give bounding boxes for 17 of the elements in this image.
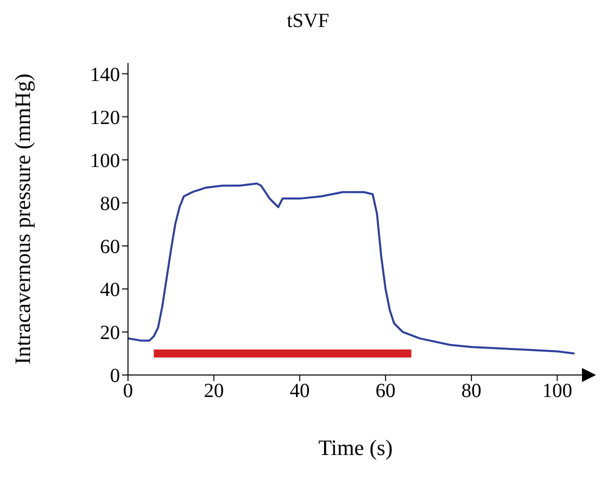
y-tick-label: 60 bbox=[100, 236, 120, 258]
y-tick-label: 120 bbox=[90, 106, 120, 129]
line-series bbox=[128, 182, 576, 354]
x-tick-label: 60 bbox=[376, 380, 396, 402]
y-tick-label: 80 bbox=[100, 192, 120, 215]
y-tick-label: 0 bbox=[110, 365, 120, 388]
y-tick-label: 140 bbox=[90, 64, 120, 86]
y-tick-label: 100 bbox=[90, 150, 120, 172]
x-tick-label: 40 bbox=[290, 380, 310, 402]
x-tick-label: 80 bbox=[461, 380, 482, 402]
y-axis-title: Intracavernous pressure (mmHg) bbox=[10, 74, 35, 364]
y-tick-label: 20 bbox=[100, 322, 120, 344]
chart-title: tSVF bbox=[286, 10, 330, 33]
y-tick-label: 40 bbox=[100, 279, 120, 302]
x-tick-label: 20 bbox=[204, 380, 224, 402]
x-tick-label: 100 bbox=[542, 380, 572, 402]
x-axis-title: Time (s) bbox=[318, 435, 393, 460]
